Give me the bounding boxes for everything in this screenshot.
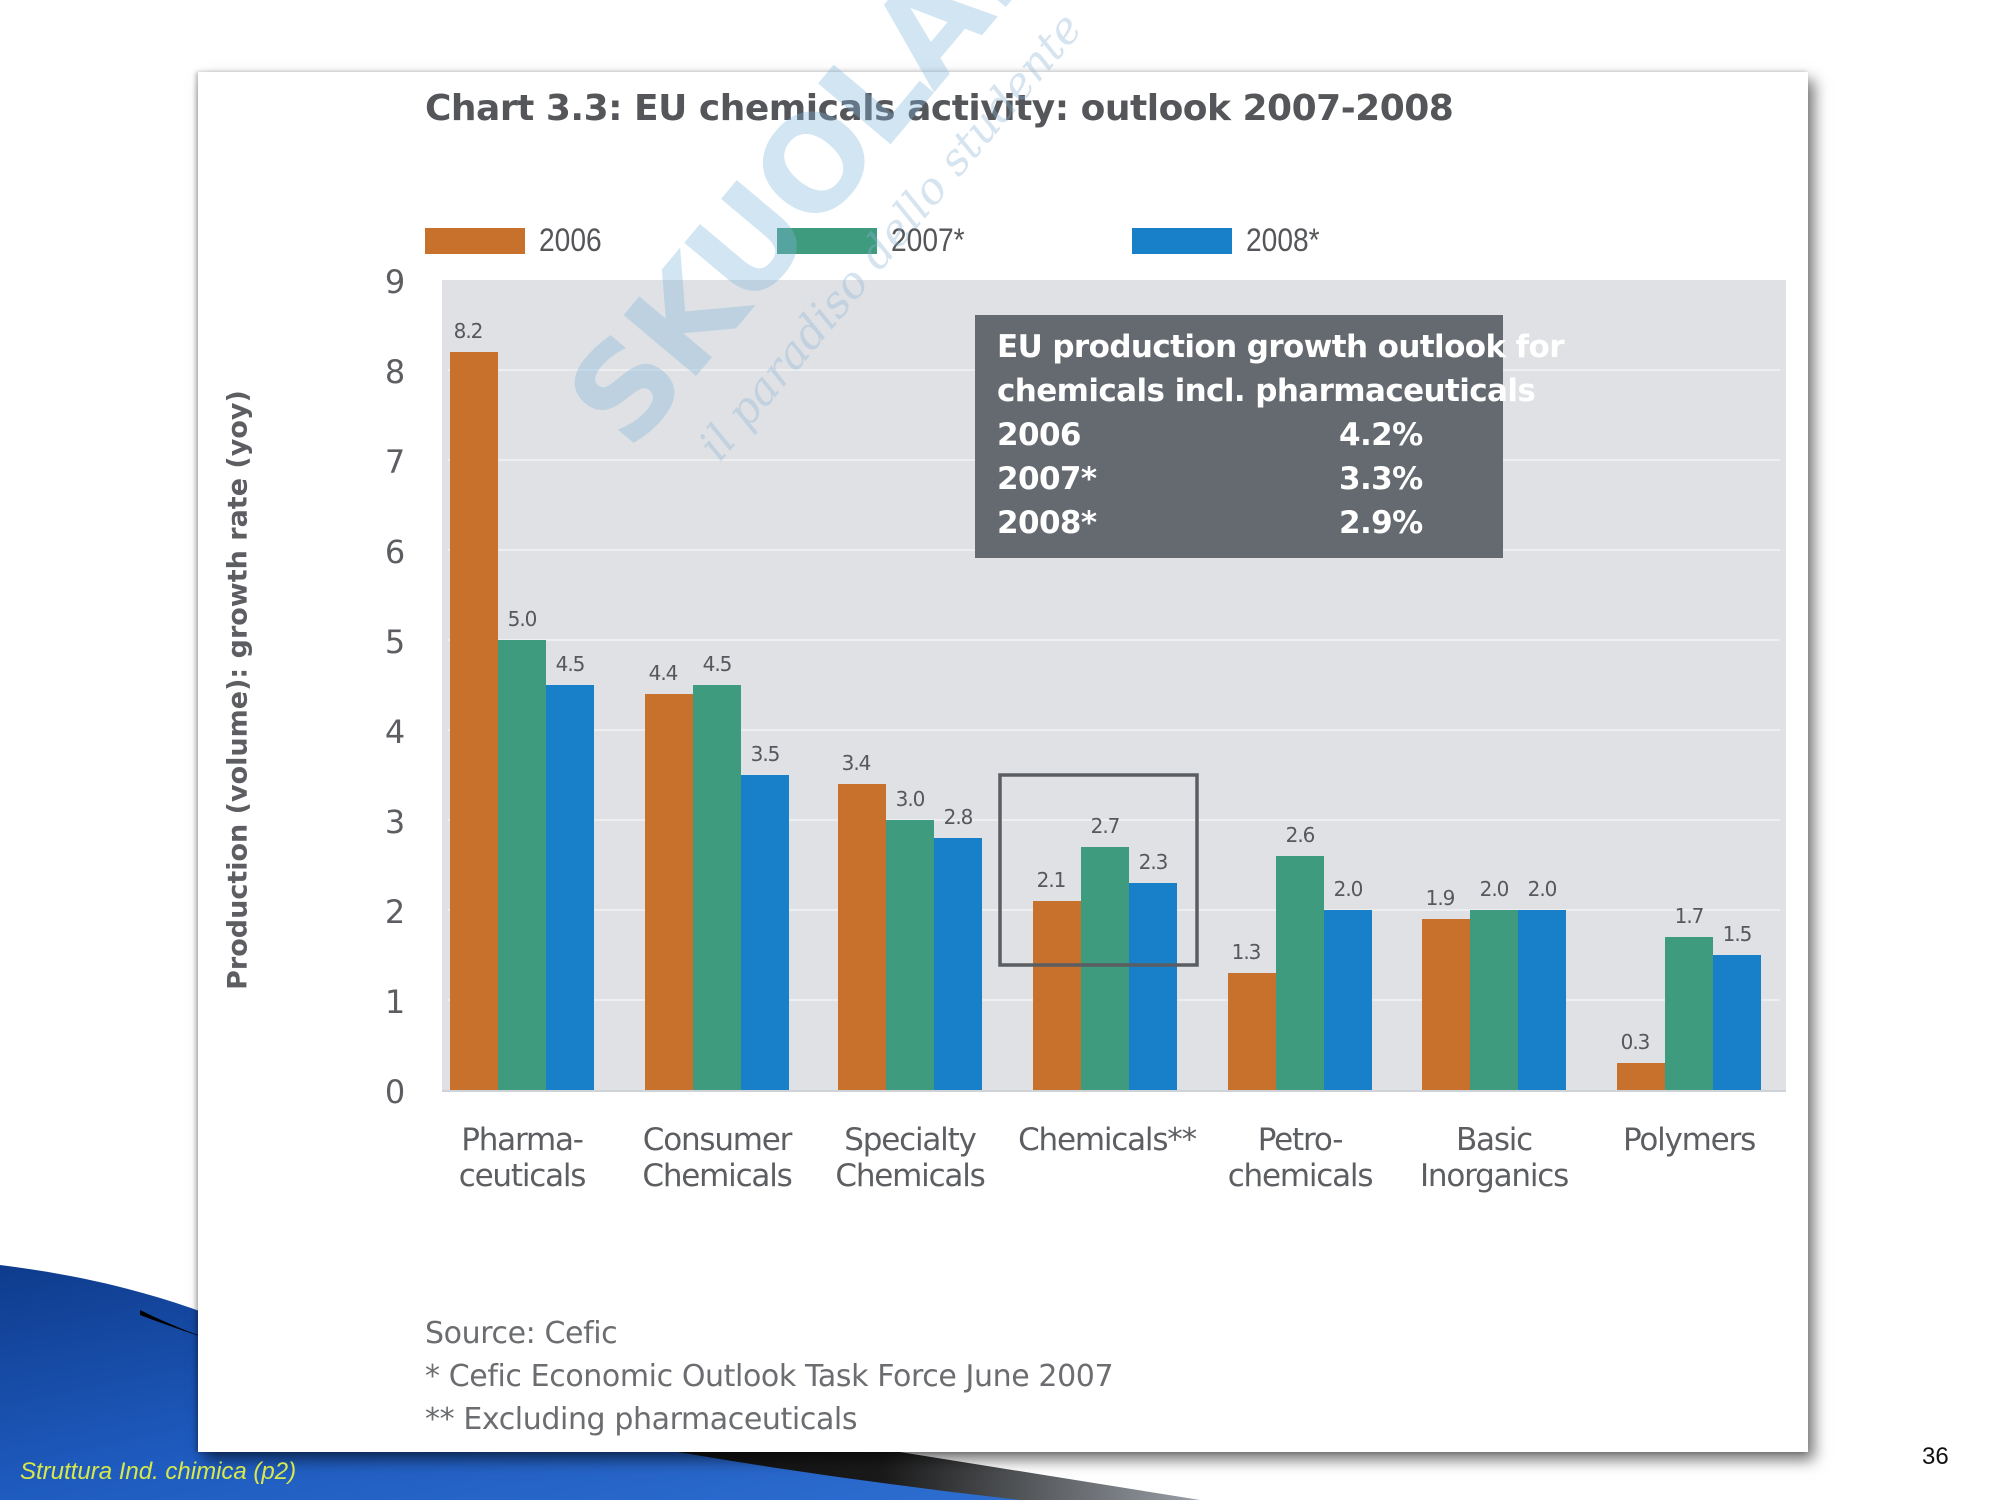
legend-label: 2008* <box>1246 222 1320 258</box>
y-tick-label: 0 <box>385 1073 405 1111</box>
bar-value-label: 2.0 <box>1480 877 1509 901</box>
chart-title: Chart 3.3: EU chemicals activity: outloo… <box>425 88 1454 129</box>
bar <box>1276 856 1324 1090</box>
bar <box>645 694 693 1090</box>
x-category-label: ceuticals <box>459 1158 586 1194</box>
bar-value-label: 2.0 <box>1528 877 1557 901</box>
legend-swatch-2008 <box>1132 227 1232 254</box>
legend-swatch-2007 <box>777 227 877 254</box>
legend-item-2008: 2008* <box>1132 222 1330 259</box>
annotation-row: 2006 4.2% <box>997 413 1503 457</box>
annotation-value: 2.9% <box>1339 505 1423 541</box>
x-category-label: Pharma- <box>461 1122 583 1158</box>
y-tick-label: 3 <box>385 803 405 841</box>
y-tick-label: 7 <box>385 443 405 481</box>
page-number: 36 <box>1922 1443 1949 1470</box>
bar-value-label: 0.3 <box>1621 1030 1650 1054</box>
bar <box>1470 910 1518 1090</box>
annotation-value: 3.3% <box>1339 461 1423 497</box>
annotation-box: EU production growth outlook for chemica… <box>975 315 1565 558</box>
x-category-label: Chemicals <box>835 1158 984 1194</box>
bar <box>1665 937 1713 1090</box>
bar-value-label: 2.8 <box>944 805 973 829</box>
bar <box>838 784 886 1090</box>
x-category-label: chemicals <box>1228 1158 1373 1194</box>
y-tick-label: 8 <box>385 353 405 391</box>
legend-label: 2006 <box>539 222 602 258</box>
legend-item-2006: 2006 <box>425 222 610 259</box>
x-category-label: Petro- <box>1258 1122 1342 1158</box>
bar-value-label: 2.7 <box>1091 814 1120 838</box>
y-tick-label: 5 <box>385 623 405 661</box>
bar <box>1129 883 1177 1090</box>
legend: 2006 2007* 2008* <box>0 222 2000 262</box>
bar-value-label: 4.4 <box>649 661 678 685</box>
bar <box>546 685 594 1090</box>
bar <box>934 838 982 1090</box>
y-tick-label: 4 <box>385 713 405 751</box>
annotation-year: 2007* <box>997 461 1097 497</box>
bar <box>1324 910 1372 1090</box>
chart-notes: Source: Cefic * Cefic Economic Outlook T… <box>425 1312 1114 1441</box>
annotation-row: 2008* 2.9% <box>997 501 1503 545</box>
x-category-label: Specialty <box>844 1122 976 1158</box>
bar-value-label: 1.5 <box>1723 922 1752 946</box>
annotation-heading-line-1: EU production growth outlook for <box>997 329 1565 365</box>
bar <box>450 352 498 1090</box>
bar <box>1422 919 1470 1090</box>
bar <box>886 820 934 1090</box>
bar-value-label: 4.5 <box>703 652 732 676</box>
bar-value-label: 1.3 <box>1232 940 1261 964</box>
footnote-single-asterisk: * Cefic Economic Outlook Task Force June… <box>425 1359 1114 1394</box>
x-category-label: Chemicals** <box>1018 1122 1196 1158</box>
bar-value-label: 4.5 <box>556 652 585 676</box>
bar <box>1617 1063 1665 1090</box>
y-tick-label: 6 <box>385 533 405 571</box>
bar-value-label: 8.2 <box>454 319 483 343</box>
y-tick-label: 9 <box>385 263 405 301</box>
bar-value-label: 2.0 <box>1334 877 1363 901</box>
bar-value-label: 3.5 <box>751 742 780 766</box>
annotation-heading-line-2: chemicals incl. pharmaceuticals <box>997 373 1536 409</box>
source-note: Source: Cefic <box>425 1316 618 1351</box>
bar <box>498 640 546 1090</box>
legend-item-2007: 2007* <box>777 222 975 259</box>
bar-value-label: 1.7 <box>1675 904 1704 928</box>
y-tick-label: 2 <box>385 893 405 931</box>
annotation-year: 2008* <box>997 505 1097 541</box>
legend-swatch-2006 <box>425 227 525 254</box>
x-category-label: Polymers <box>1623 1122 1755 1158</box>
bar <box>1228 973 1276 1090</box>
x-category-label: Basic <box>1456 1122 1532 1158</box>
bar-value-label: 2.3 <box>1139 850 1168 874</box>
bar-value-label: 1.9 <box>1426 886 1455 910</box>
annotation-year: 2006 <box>997 417 1081 453</box>
bar <box>1713 955 1761 1090</box>
x-category-label: Consumer <box>643 1122 793 1158</box>
annotation-value: 4.2% <box>1339 417 1423 453</box>
x-category-label: Inorganics <box>1420 1158 1568 1194</box>
bar-value-label: 2.1 <box>1037 868 1066 892</box>
bar-value-label: 5.0 <box>508 607 537 631</box>
bar-value-label: 3.0 <box>896 787 925 811</box>
bar <box>1518 910 1566 1090</box>
footnote-double-asterisk: ** Excluding pharmaceuticals <box>425 1402 858 1437</box>
x-category-label: Chemicals <box>642 1158 791 1194</box>
legend-label: 2007* <box>891 222 965 258</box>
bar <box>1033 901 1081 1090</box>
bar <box>1081 847 1129 1090</box>
bar <box>693 685 741 1090</box>
bar <box>741 775 789 1090</box>
slide-footer-title: Struttura Ind. chimica (p2) <box>20 1458 297 1485</box>
y-tick-label: 1 <box>385 983 405 1021</box>
highlight-box <box>998 773 1199 967</box>
bar-value-label: 3.4 <box>842 751 871 775</box>
annotation-row: 2007* 3.3% <box>997 457 1503 501</box>
bar-value-label: 2.6 <box>1286 823 1315 847</box>
